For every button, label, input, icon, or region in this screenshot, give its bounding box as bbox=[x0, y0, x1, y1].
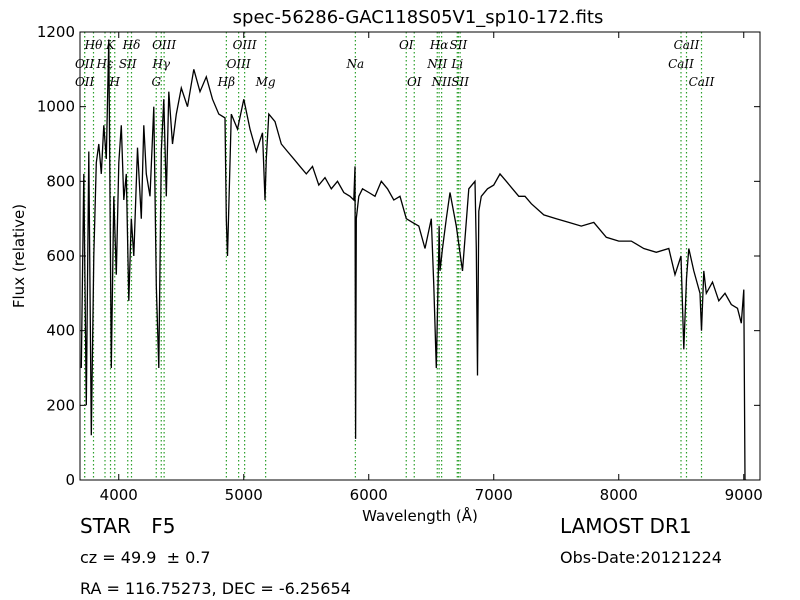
line-marker-label: Mg bbox=[255, 75, 276, 89]
line-marker-label: G bbox=[151, 75, 161, 89]
y-tick-label: 0 bbox=[65, 471, 75, 489]
line-marker-label: CaII bbox=[668, 57, 694, 71]
x-axis-label: Wavelength (Å) bbox=[362, 506, 478, 525]
spectrum-line bbox=[80, 39, 747, 480]
plot-frame bbox=[79, 31, 761, 481]
line-marker-label: CaII bbox=[674, 38, 700, 52]
y-axis-label: Flux (relative) bbox=[10, 204, 28, 308]
y-tick-label: 600 bbox=[46, 247, 75, 265]
y-tick-label: 200 bbox=[46, 396, 75, 414]
line-marker-label: Na bbox=[346, 57, 365, 71]
line-marker-label: NII bbox=[426, 57, 447, 71]
line-markers bbox=[84, 32, 703, 480]
object-class-label: STAR F5 bbox=[80, 514, 176, 538]
line-marker-label: K bbox=[105, 38, 116, 52]
y-tick-label: 800 bbox=[46, 172, 75, 190]
survey-label: LAMOST DR1 bbox=[560, 514, 692, 538]
line-marker-label: Hβ bbox=[217, 75, 235, 89]
line-marker-label: CaII bbox=[689, 75, 715, 89]
x-tick-label: 8000 bbox=[600, 486, 638, 504]
line-marker-label: OI bbox=[407, 75, 422, 89]
y-axis-ticks: 0 200 400 600 800 1000 1200 bbox=[37, 23, 760, 489]
line-marker-label: OI bbox=[399, 38, 414, 52]
line-marker-label: OIII bbox=[227, 57, 251, 71]
line-marker-label: Hγ bbox=[151, 57, 170, 71]
line-marker-label: Li bbox=[450, 57, 463, 71]
coordinates-text: RA = 116.75273, DEC = -6.25654 bbox=[80, 579, 351, 598]
line-marker-label: Hθ bbox=[84, 38, 103, 52]
line-marker-label: Hα bbox=[429, 38, 449, 52]
y-tick-label: 1200 bbox=[37, 23, 75, 41]
x-tick-label: 7000 bbox=[475, 486, 513, 504]
obs-date: Obs-Date:20121224 bbox=[560, 548, 722, 567]
line-marker-label: Hδ bbox=[122, 38, 141, 52]
object-subclass: F5 bbox=[151, 514, 176, 538]
redshift-text: cz = 49.9 ± 0.7 bbox=[80, 548, 211, 567]
line-marker-label: SII bbox=[451, 75, 469, 89]
line-marker-label: SII bbox=[450, 38, 468, 52]
x-tick-label: 6000 bbox=[350, 486, 388, 504]
line-marker-label: OII bbox=[75, 75, 95, 89]
object-class: STAR bbox=[80, 514, 131, 538]
line-marker-label: OIII bbox=[233, 38, 257, 52]
y-tick-label: 400 bbox=[46, 322, 75, 340]
line-marker-label: NII bbox=[431, 75, 452, 89]
y-tick-label: 1000 bbox=[37, 98, 75, 116]
x-tick-label: 4000 bbox=[100, 486, 138, 504]
chart-title: spec-56286-GAC118S05V1_sp10-172.fits bbox=[233, 7, 604, 28]
x-axis-ticks: 4000 5000 6000 7000 8000 9000 bbox=[100, 32, 763, 504]
line-marker-label: H bbox=[109, 75, 121, 89]
line-marker-label: OII bbox=[75, 57, 95, 71]
line-marker-label: SII bbox=[119, 57, 137, 71]
x-tick-label: 9000 bbox=[725, 486, 763, 504]
line-marker-label: OIII bbox=[152, 38, 176, 52]
x-tick-label: 5000 bbox=[225, 486, 263, 504]
line-marker-label: Hε bbox=[96, 57, 114, 71]
